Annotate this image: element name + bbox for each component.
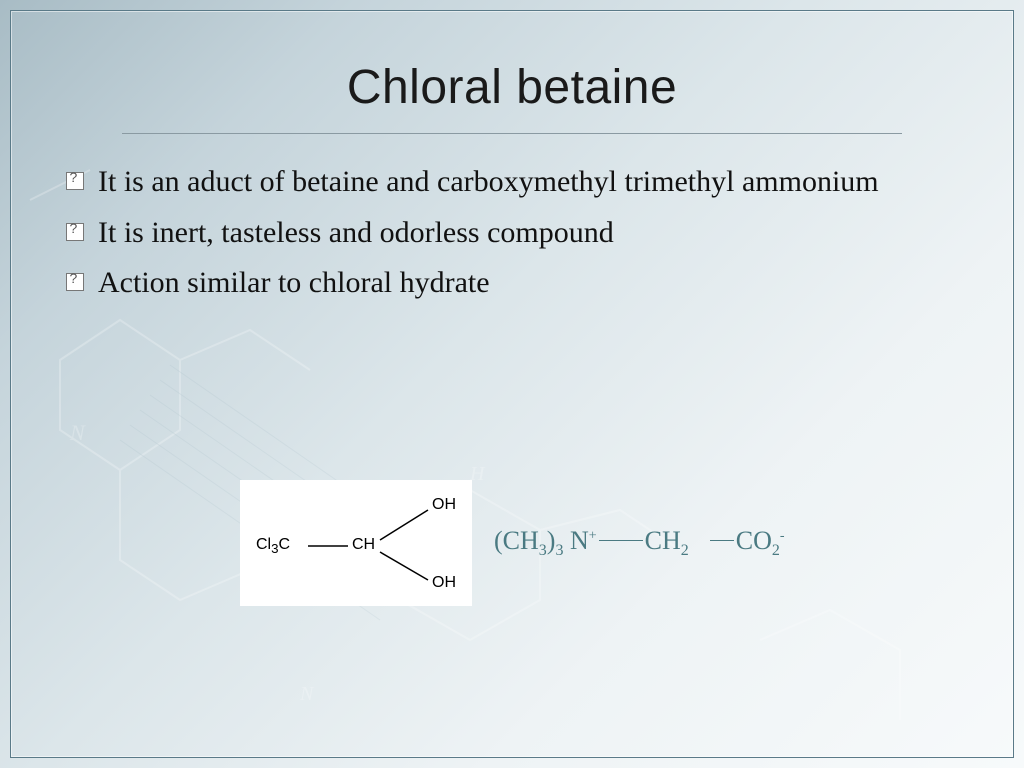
bullet-item: It is an aduct of betaine and carboxymet… [64, 162, 964, 203]
bullet-list: It is an aduct of betaine and carboxymet… [60, 162, 964, 304]
formula-text: CH [645, 526, 681, 555]
title-underline [122, 133, 902, 134]
bond-icon [710, 540, 734, 541]
formula-sub: 3 [539, 542, 547, 559]
bond-icon [599, 540, 643, 541]
chem-ch: CH [352, 536, 375, 554]
bullet-item: It is inert, tasteless and odorless comp… [64, 213, 964, 254]
slide-content: Chloral betaine It is an aduct of betain… [10, 10, 1014, 758]
formula-row: Cl3C CH OH OH (CH3)3 N+CH2 CO2- [240, 480, 785, 606]
chem-left-group: Cl3C [256, 536, 290, 556]
chem-text: Cl [256, 536, 271, 553]
chem-sub: 3 [271, 541, 278, 556]
slide-title: Chloral betaine [60, 60, 964, 115]
formula-text: N [563, 526, 588, 555]
chem-oh-top: OH [432, 496, 456, 514]
bullet-item: Action similar to chloral hydrate [64, 263, 964, 304]
chem-oh-bottom: OH [432, 574, 456, 592]
formula-sup: + [589, 528, 597, 543]
formula-sup: - [780, 528, 785, 543]
formula-text: (CH [494, 526, 539, 555]
betaine-formula: (CH3)3 N+CH2 CO2- [494, 526, 785, 560]
chloral-structure: Cl3C CH OH OH [240, 480, 472, 606]
formula-sub: 2 [772, 542, 780, 559]
chem-text: C [279, 536, 291, 553]
formula-sub: 2 [681, 542, 689, 559]
formula-text: CO [736, 526, 772, 555]
